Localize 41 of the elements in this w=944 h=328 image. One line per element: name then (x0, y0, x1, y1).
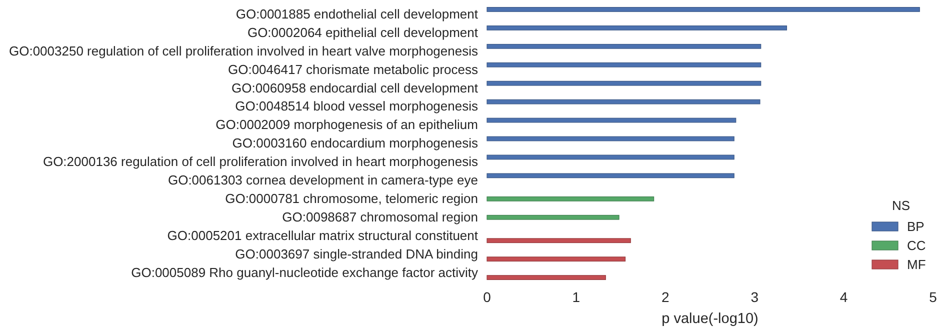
x-tick-label: 0 (483, 288, 492, 305)
legend-label: BP (907, 219, 924, 234)
y-tick-label: GO:0061303 cornea development in camera-type eye (168, 172, 478, 188)
y-tick-label: GO:0001885 endothelial cell development (236, 6, 478, 22)
bar (486, 275, 606, 280)
bar (486, 214, 620, 220)
bar (486, 62, 762, 68)
bar (486, 25, 788, 30)
y-tick-label: GO:0048514 blood vessel morphogenesis (235, 98, 478, 114)
x-axis-title: p value(-log10) (662, 311, 758, 327)
x-tick-label: 2 (662, 288, 670, 305)
y-tick-label: GO:0002064 epithelial cell development (247, 24, 478, 40)
bar (486, 173, 734, 178)
bar (486, 99, 760, 104)
bar (486, 136, 734, 142)
x-tick-label: 1 (572, 288, 580, 305)
y-tick-label: GO:2000136 regulation of cell proliferation involved in heart morphogenesis (42, 154, 478, 170)
bar (486, 80, 762, 86)
y-tick-label: GO:0003160 endocardium morphogenesis (232, 136, 478, 151)
x-tick-label: 3 (750, 288, 759, 305)
legend-label: CC (907, 238, 926, 253)
bar (486, 118, 736, 123)
legend-label: MF (907, 257, 926, 272)
x-tick-label: 4 (840, 288, 848, 305)
y-tick-label: GO:0005089 Rho guanyl-nucleotide exchange factor activity (131, 264, 478, 280)
y-tick-label: GO:0000781 chromosome, telomeric region (225, 191, 478, 206)
legend-title: NS (892, 198, 910, 213)
x-tick-label: 5 (929, 288, 938, 305)
bar (486, 44, 762, 49)
y-tick-label: GO:0005201 extracellular matrix structural constituent (167, 228, 478, 243)
bar (486, 154, 734, 160)
y-tick-label: GO:0002009 morphogenesis of an epithelium (216, 117, 478, 132)
bar (486, 256, 626, 262)
y-tick-label: GO:0098687 chromosomal region (282, 210, 478, 225)
bar (486, 238, 631, 244)
y-tick-label: GO:0003250 regulation of cell proliferation involved in heart valve morphogenesis (8, 43, 478, 58)
bar (486, 7, 920, 12)
bar (486, 196, 654, 202)
y-tick-label: GO:0003697 single-stranded DNA binding (235, 246, 478, 262)
y-tick-label: GO:0046417 chorismate metabolic process (228, 62, 478, 77)
y-tick-label: GO:0060958 endocardial cell development (232, 80, 478, 96)
